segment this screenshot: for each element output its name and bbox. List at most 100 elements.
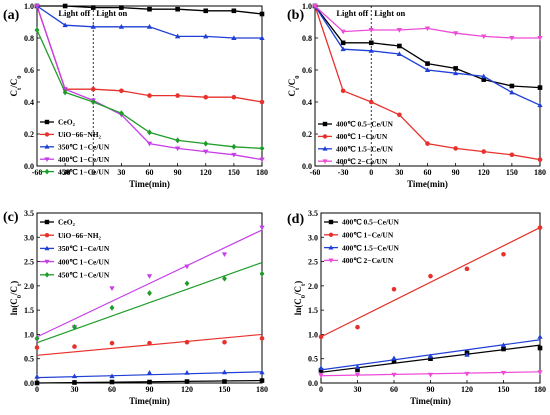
data-point: [391, 286, 397, 292]
data-point: [509, 89, 515, 95]
data-point: [259, 336, 265, 341]
legend-entry: UiO−66−NH₂: [58, 231, 102, 240]
data-point: [537, 334, 543, 339]
data-point: [509, 83, 515, 89]
data-point: [62, 22, 68, 28]
legend-entry: 350℃ 1−Ce/UN: [58, 143, 110, 152]
legend-entry: 400℃ 0.5−Ce/UN: [336, 120, 393, 129]
data-point: [184, 379, 190, 384]
legend-marker: [328, 244, 334, 250]
data-point: [221, 369, 228, 375]
y-tick-label: 1.0: [24, 2, 34, 11]
x-axis-label: Time(min): [129, 396, 170, 406]
y-tick-label: 2.0: [308, 282, 318, 291]
x-axis-label: Time(min): [129, 179, 170, 189]
x-tick-label: 120: [181, 385, 193, 394]
data-point: [537, 370, 543, 376]
legend-marker: [44, 245, 50, 251]
data-point: [147, 340, 152, 346]
y-tick-label: 0.8: [24, 34, 34, 43]
data-point: [259, 35, 265, 40]
data-point: [355, 324, 360, 330]
data-point: [391, 372, 397, 378]
data-point: [203, 8, 209, 14]
series-4: [34, 27, 265, 152]
y-tick-label: 1.5: [308, 306, 318, 315]
data-point: [90, 86, 96, 92]
data-point: [396, 51, 403, 56]
data-point: [34, 27, 40, 33]
data-point: [259, 378, 265, 383]
x-tick-label: -60: [32, 168, 43, 177]
light-on-label: Light on: [96, 8, 127, 18]
data-point: [355, 367, 360, 373]
series-0: [34, 378, 265, 386]
data-point: [464, 352, 470, 357]
data-point: [481, 34, 487, 40]
series-line: [314, 5, 541, 106]
data-point: [368, 99, 374, 105]
x-tick-label: 0: [91, 168, 95, 177]
legend-marker: [44, 157, 50, 162]
x-tick-label: 180: [534, 168, 546, 177]
data-point: [34, 4, 40, 9]
y-tick-label: 2.0: [24, 282, 34, 291]
y-tick-label: 0.6: [24, 66, 34, 75]
legend-entry: 450℃ 1−Ce/UN: [58, 271, 110, 280]
data-point: [109, 304, 115, 311]
x-tick-label: 150: [498, 385, 510, 394]
data-point: [428, 356, 433, 362]
legend-marker: [44, 168, 50, 175]
data-point: [537, 157, 543, 162]
data-point: [312, 4, 318, 9]
data-point: [427, 353, 434, 359]
x-tick-label: 150: [219, 385, 231, 394]
data-point: [203, 149, 209, 155]
data-point: [231, 94, 237, 100]
data-point: [203, 140, 209, 147]
data-point: [509, 152, 515, 158]
x-tick-label: -60: [310, 168, 321, 177]
data-point: [259, 369, 265, 375]
x-tick-label: 180: [534, 385, 546, 394]
data-point: [72, 344, 77, 349]
legend: 400℃ 0.5−Ce/UN 400℃ 1−Ce/UN 400℃ 1.5−Ce/UN…: [318, 120, 393, 166]
data-point: [119, 88, 124, 94]
legend-entry: 400℃ 1−Ce/UN: [58, 257, 110, 266]
data-point: [175, 6, 180, 12]
legend-marker: [328, 232, 334, 237]
data-point: [147, 379, 152, 385]
data-point: [259, 270, 265, 277]
data-point: [221, 252, 228, 258]
data-point: [397, 43, 402, 49]
data-point: [537, 36, 543, 41]
series-line: [36, 5, 263, 103]
data-point: [425, 61, 430, 66]
data-point: [500, 342, 507, 348]
x-tick-label: 30: [354, 385, 362, 394]
data-point: [174, 146, 181, 152]
data-point: [259, 11, 265, 17]
data-point: [184, 264, 190, 270]
data-point: [203, 33, 209, 39]
data-point: [184, 370, 190, 375]
data-point: [222, 379, 227, 384]
data-point: [175, 137, 181, 144]
data-point: [259, 99, 265, 105]
x-tick-label: 180: [256, 168, 268, 177]
x-tick-label: 0: [35, 385, 39, 394]
data-point: [146, 24, 153, 29]
y-tick-label: 0.4: [24, 98, 34, 107]
data-point: [146, 141, 153, 147]
data-point: [259, 225, 265, 231]
legend-entry: CeO₂: [58, 118, 76, 127]
panel-label: (a): [3, 8, 20, 23]
data-point: [354, 372, 361, 378]
x-axis-label: Time(min): [410, 396, 451, 406]
data-point: [397, 112, 402, 118]
data-point: [72, 380, 77, 385]
series-3: [312, 4, 543, 41]
data-point: [34, 335, 40, 342]
y-tick-label: 3.5: [24, 209, 34, 218]
y-axis-label: Ct/C0: [9, 76, 23, 97]
